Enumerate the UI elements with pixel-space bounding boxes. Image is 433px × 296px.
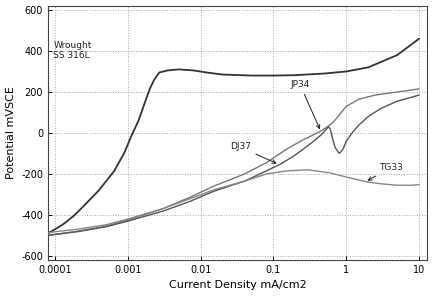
Text: TG33: TG33 [368,163,403,180]
Text: Wrought
SS 316L: Wrought SS 316L [53,41,92,60]
Text: JP34: JP34 [290,80,320,128]
Y-axis label: Potential mVSCE: Potential mVSCE [6,86,16,179]
Text: DJ37: DJ37 [229,142,276,163]
X-axis label: Current Density mA/cm2: Current Density mA/cm2 [169,280,307,290]
